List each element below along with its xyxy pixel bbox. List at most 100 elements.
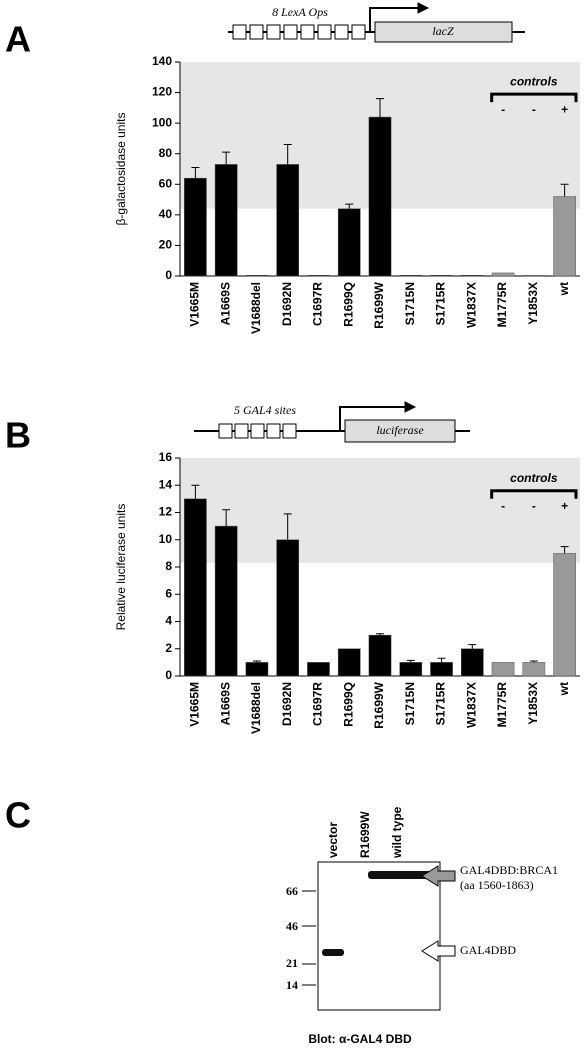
y-tick-label: 2 (165, 641, 172, 655)
y-tick-label: 8 (165, 559, 172, 573)
error-bar (191, 166, 200, 179)
bar (399, 662, 423, 677)
x-tick-label: S1715N (403, 682, 417, 725)
panel-letter: C (5, 795, 31, 836)
x-tick-label: R1699Q (341, 682, 355, 727)
bar (368, 634, 392, 677)
x-tick-label: M1775R (495, 682, 509, 728)
bar (184, 177, 207, 277)
error-bar (376, 98, 384, 118)
arrow (421, 940, 456, 962)
x-tick-label: C1697R (311, 682, 325, 726)
bar (245, 662, 269, 677)
bar (214, 525, 238, 677)
x-tick-label: M1775R (495, 282, 509, 328)
x-tick-label: wt (557, 682, 571, 696)
fusion-label: GAL4DBD:BRCA1 (460, 863, 558, 877)
promoter-label: 5 GAL4 sites (234, 403, 296, 417)
error-bar (560, 183, 569, 197)
diagram-b (194, 401, 470, 443)
error-bar (283, 144, 292, 165)
x-tick-label: W1837X (464, 682, 478, 728)
x-tick-label: C1697R (311, 282, 325, 326)
promoter-label: 8 LexA Ops (272, 5, 328, 19)
bar (522, 274, 546, 277)
control-sign: - (501, 102, 505, 116)
y-tick-label: 100 (152, 115, 172, 129)
y-tick-label: 140 (152, 54, 172, 68)
bar (184, 498, 207, 677)
control-sign: - (501, 499, 505, 513)
panel-letter: B (5, 415, 31, 456)
x-tick-label: R1699Q (341, 282, 355, 327)
controls-label: controls (510, 471, 558, 485)
bar (337, 648, 361, 677)
error-bar (222, 151, 231, 165)
error-bar (345, 203, 354, 209)
bar (276, 539, 300, 677)
panel-letter: A (5, 19, 31, 60)
y-axis-label: β-galactosidase units (114, 113, 128, 226)
bar (399, 274, 423, 277)
bar (460, 648, 484, 677)
controls-bracket (490, 489, 578, 499)
y-tick-label: 6 (165, 586, 172, 600)
error-bar (283, 513, 292, 540)
control-sign: + (561, 102, 568, 116)
y-tick-label: 10 (159, 532, 173, 546)
bar (307, 274, 330, 277)
error-bar (191, 484, 200, 499)
x-tick-label: D1692N (280, 282, 294, 326)
marker-label: 21 (286, 956, 298, 970)
x-tick-label: R1699W (372, 281, 386, 328)
error-bar (406, 659, 415, 663)
marker-label: 46 (286, 919, 298, 933)
y-tick-label: 40 (159, 207, 173, 221)
bar (337, 208, 361, 277)
control-sign: + (561, 499, 568, 513)
y-tick-label: 4 (165, 614, 172, 628)
y-tick-label: 80 (159, 146, 173, 160)
bar (553, 196, 576, 277)
diagram-a (228, 2, 525, 43)
y-tick-label: 0 (165, 668, 172, 682)
y-tick-label: 16 (159, 450, 173, 464)
arrow (421, 865, 456, 887)
y-tick-label: 12 (159, 505, 173, 519)
x-tick-label: V1688del (249, 682, 263, 734)
x-tick-label: S1715N (403, 282, 417, 325)
y-tick-label: 120 (152, 85, 172, 99)
marker-label: 14 (286, 978, 298, 992)
error-bar (437, 657, 446, 663)
controls-label: controls (510, 74, 558, 88)
marker-label: 66 (286, 884, 298, 898)
x-tick-label: R1699W (372, 681, 386, 728)
lane-label: vector (326, 822, 340, 858)
y-axis-label: Relative luciferase units (114, 504, 128, 631)
fusion-range: (aa 1560-1863) (460, 878, 534, 892)
bar (214, 164, 238, 277)
x-tick-label: S1715R (434, 282, 448, 326)
bar (276, 164, 300, 277)
bar (368, 116, 392, 277)
reporter-label: lacZ (432, 24, 454, 38)
error-bar (252, 660, 261, 663)
error-bar (529, 660, 538, 663)
y-tick-label: 0 (165, 268, 172, 282)
bar (430, 662, 453, 677)
x-tick-label: V1688del (249, 282, 263, 334)
control-sign: - (532, 499, 536, 513)
blot (317, 861, 441, 1011)
x-tick-label: A1669S (218, 682, 232, 725)
caption: Blot: α-GAL4 DBD (308, 1032, 412, 1046)
x-tick-label: V1665M (188, 682, 202, 727)
band (368, 871, 436, 879)
controls-bracket (490, 92, 578, 103)
error-bar (222, 509, 231, 527)
x-tick-label: D1692N (280, 682, 294, 726)
bar (553, 553, 576, 677)
y-tick-label: 20 (159, 238, 173, 252)
lane-label: R1699W (358, 811, 372, 858)
